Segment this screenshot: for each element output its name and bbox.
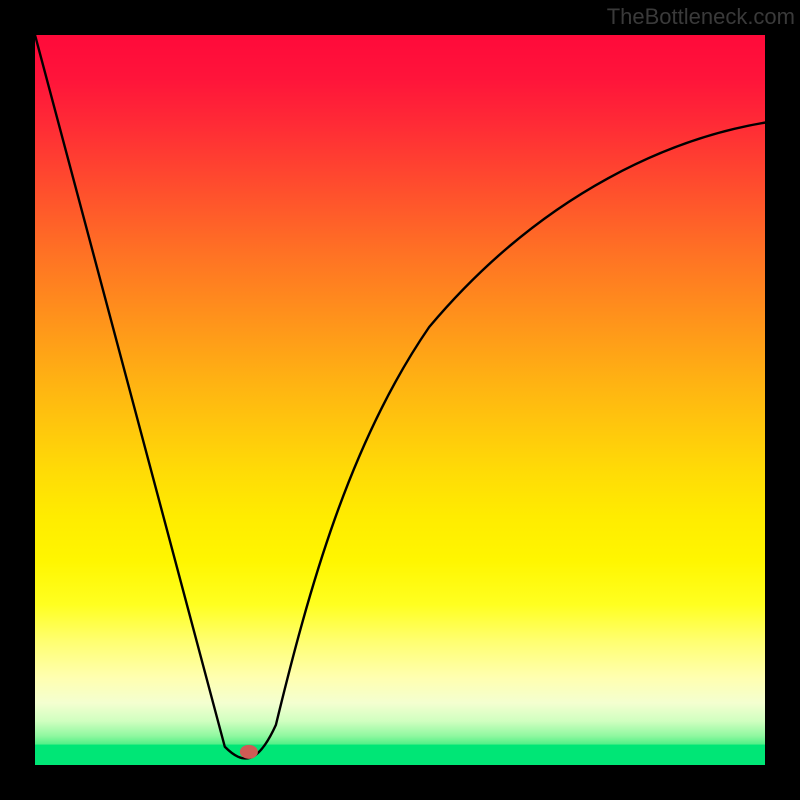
- bottleneck-chart: TheBottleneck.com: [0, 0, 800, 800]
- plot-area: [35, 35, 765, 765]
- optimal-point-marker: [240, 745, 258, 759]
- green-band: [35, 745, 765, 765]
- gradient-background: [35, 35, 765, 765]
- watermark-text: TheBottleneck.com: [607, 4, 795, 29]
